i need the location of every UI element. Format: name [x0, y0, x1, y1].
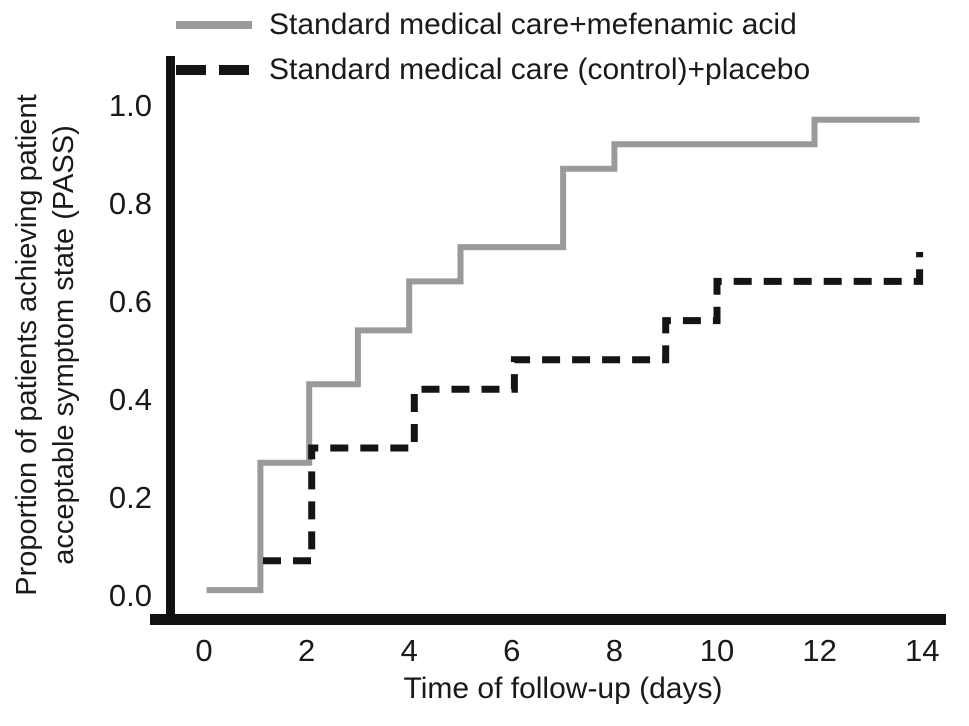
- y-axis-title-line2: acceptable symptom state (PASS): [48, 125, 81, 565]
- legend-line-placebo-icon: [176, 64, 252, 75]
- y-axis-title: Proportion of patients achieving patient…: [9, 45, 85, 645]
- y-tick-label: 0.0: [109, 578, 152, 613]
- x-tick-label: 10: [700, 633, 734, 668]
- legend-row-mefenamic: Standard medical care+mefenamic acid: [176, 6, 810, 43]
- x-tick-label: 14: [905, 633, 939, 668]
- y-tick-labels: 0.0 0.2 0.4 0.6 0.8 1.0: [109, 88, 152, 613]
- legend: Standard medical care+mefenamic acid Sta…: [176, 6, 810, 88]
- series-path-mefenamic: [206, 116, 920, 594]
- y-tick-label: 0.4: [109, 382, 152, 417]
- series-path-placebo: [263, 252, 924, 565]
- x-tick-label: 4: [401, 633, 418, 668]
- x-tick-label: 12: [802, 633, 836, 668]
- legend-row-placebo: Standard medical care (control)+placebo: [176, 51, 810, 88]
- x-tick-label: 6: [503, 633, 520, 668]
- series-group: [206, 116, 924, 594]
- y-tick-label: 1.0: [109, 88, 152, 123]
- y-axis-line: [166, 56, 175, 625]
- y-tick-label: 0.6: [109, 284, 152, 319]
- x-tick-label: 2: [298, 633, 315, 668]
- y-tick-label: 0.8: [109, 186, 152, 221]
- x-tick-label: 0: [195, 633, 212, 668]
- x-tick-label: 8: [606, 633, 623, 668]
- y-tick-label: 0.2: [109, 480, 152, 515]
- x-axis-title: Time of follow-up (days): [403, 672, 723, 705]
- legend-label-mefenamic: Standard medical care+mefenamic acid: [269, 7, 797, 41]
- x-axis-line: [150, 614, 946, 625]
- legend-line-mefenamic-icon: [176, 20, 252, 29]
- x-tick-labels: 0 2 4 6 8 10 12 14: [195, 633, 939, 668]
- y-axis-title-line1: Proportion of patients achieving patient: [11, 94, 43, 596]
- legend-label-placebo: Standard medical care (control)+placebo: [269, 52, 811, 86]
